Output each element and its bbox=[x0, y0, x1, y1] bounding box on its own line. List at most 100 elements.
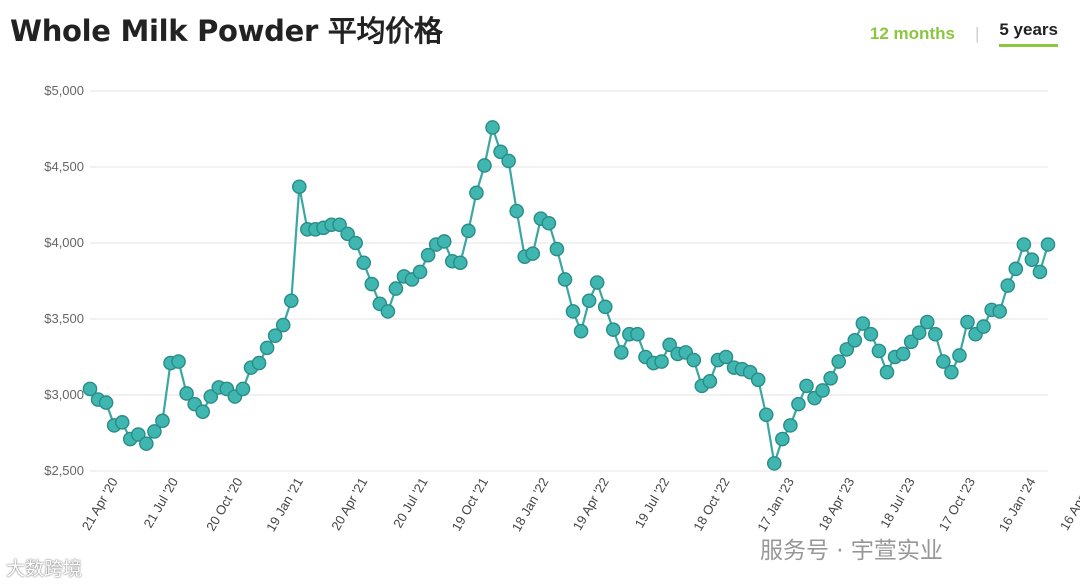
data-point[interactable] bbox=[356, 255, 372, 271]
x-tick-label: 20 Apr '21 bbox=[328, 475, 370, 533]
data-point[interactable] bbox=[903, 334, 919, 350]
y-tick-label: $4,500 bbox=[44, 159, 84, 174]
data-point[interactable] bbox=[589, 275, 605, 290]
data-point[interactable] bbox=[992, 304, 1007, 319]
data-point[interactable] bbox=[960, 314, 975, 330]
data-point[interactable] bbox=[750, 372, 766, 388]
data-point[interactable] bbox=[348, 235, 363, 251]
data-point[interactable] bbox=[573, 323, 589, 339]
range-12-months-button[interactable]: 12 months bbox=[869, 23, 955, 43]
data-point[interactable] bbox=[131, 427, 146, 442]
data-point[interactable] bbox=[630, 326, 645, 342]
data-point[interactable] bbox=[139, 436, 154, 451]
data-point[interactable] bbox=[235, 381, 251, 397]
data-point[interactable] bbox=[718, 349, 734, 365]
data-point[interactable] bbox=[565, 304, 581, 319]
data-point[interactable] bbox=[702, 374, 718, 389]
data-point[interactable] bbox=[203, 389, 219, 404]
data-point[interactable] bbox=[919, 314, 935, 330]
data-point[interactable] bbox=[420, 247, 436, 263]
data-point[interactable] bbox=[283, 293, 299, 309]
data-point[interactable] bbox=[501, 153, 516, 169]
data-point[interactable] bbox=[766, 456, 782, 471]
page-title: Whole Milk Powder 平均价格 bbox=[10, 14, 443, 48]
data-point[interactable] bbox=[275, 317, 291, 333]
data-point[interactable] bbox=[147, 424, 162, 439]
data-point[interactable] bbox=[581, 293, 597, 309]
data-point[interactable] bbox=[791, 396, 806, 412]
data-point[interactable] bbox=[847, 332, 863, 348]
data-point[interactable] bbox=[605, 322, 621, 337]
data-point[interactable] bbox=[82, 381, 98, 397]
watermark-left: 大数跨境 bbox=[6, 558, 83, 580]
x-tick-label: 18 Jan '22 bbox=[509, 475, 552, 534]
x-tick-label: 18 Oct '22 bbox=[690, 475, 732, 533]
data-point[interactable] bbox=[597, 299, 613, 315]
data-point[interactable] bbox=[823, 370, 838, 386]
data-point[interactable] bbox=[477, 158, 492, 173]
x-tick-label: 19 Apr '22 bbox=[570, 475, 612, 533]
data-point[interactable] bbox=[1040, 237, 1056, 252]
data-point[interactable] bbox=[509, 203, 524, 219]
data-point[interactable] bbox=[1000, 278, 1016, 293]
data-point[interactable] bbox=[98, 395, 114, 410]
data-point[interactable] bbox=[525, 246, 541, 261]
data-point[interactable] bbox=[895, 346, 911, 362]
data-point[interactable] bbox=[195, 404, 211, 420]
data-point[interactable] bbox=[871, 343, 887, 359]
data-point[interactable] bbox=[783, 418, 798, 433]
data-point[interactable] bbox=[453, 255, 468, 271]
data-point[interactable] bbox=[436, 234, 452, 249]
data-point[interactable] bbox=[855, 316, 871, 331]
data-point[interactable] bbox=[654, 354, 669, 369]
y-tick-label: $3,500 bbox=[44, 311, 84, 326]
data-point[interactable] bbox=[171, 354, 186, 369]
data-point[interactable] bbox=[614, 345, 629, 360]
data-point[interactable] bbox=[831, 354, 846, 369]
data-point[interactable] bbox=[815, 383, 830, 398]
data-point[interactable] bbox=[541, 215, 557, 231]
data-point[interactable] bbox=[332, 217, 347, 233]
data-point[interactable] bbox=[412, 264, 428, 280]
data-point[interactable] bbox=[1024, 252, 1040, 268]
data-point[interactable] bbox=[1016, 237, 1032, 252]
data-point[interactable] bbox=[292, 179, 307, 195]
data-point[interactable] bbox=[388, 281, 404, 296]
data-point[interactable] bbox=[114, 415, 130, 430]
data-point[interactable] bbox=[944, 364, 959, 380]
data-point[interactable] bbox=[267, 328, 283, 344]
data-point[interactable] bbox=[155, 413, 170, 429]
data-point[interactable] bbox=[879, 364, 895, 380]
data-point[interactable] bbox=[863, 326, 879, 342]
y-tick-label: $2,500 bbox=[44, 463, 84, 478]
data-point[interactable] bbox=[461, 223, 476, 239]
x-tick-label: 16 Jan '24 bbox=[996, 475, 1039, 534]
data-point[interactable] bbox=[557, 272, 573, 287]
data-point[interactable] bbox=[340, 226, 355, 242]
data-point[interactable] bbox=[179, 386, 194, 401]
range-5-years-button[interactable]: 5 years bbox=[999, 20, 1058, 47]
data-point[interactable] bbox=[686, 352, 702, 368]
data-point[interactable] bbox=[469, 185, 484, 201]
data-point[interactable] bbox=[251, 355, 267, 371]
data-point[interactable] bbox=[976, 319, 991, 334]
data-point[interactable] bbox=[662, 337, 677, 353]
data-point[interactable] bbox=[775, 431, 790, 447]
range-separator: | bbox=[974, 23, 980, 43]
data-point[interactable] bbox=[936, 354, 951, 369]
data-point[interactable] bbox=[259, 340, 275, 356]
data-point[interactable] bbox=[364, 276, 380, 292]
data-point[interactable] bbox=[1032, 264, 1048, 280]
data-point[interactable] bbox=[911, 325, 927, 340]
data-point[interactable] bbox=[758, 407, 774, 423]
data-point[interactable] bbox=[1008, 261, 1024, 277]
data-point[interactable] bbox=[485, 120, 500, 135]
data-point[interactable] bbox=[493, 144, 508, 160]
data-point[interactable] bbox=[952, 348, 967, 363]
data-point[interactable] bbox=[927, 326, 943, 342]
data-point[interactable] bbox=[799, 378, 814, 394]
data-point[interactable] bbox=[839, 342, 855, 357]
x-tick-label: 17 Jan '23 bbox=[754, 475, 797, 534]
data-point[interactable] bbox=[549, 241, 565, 257]
data-point[interactable] bbox=[380, 304, 396, 319]
